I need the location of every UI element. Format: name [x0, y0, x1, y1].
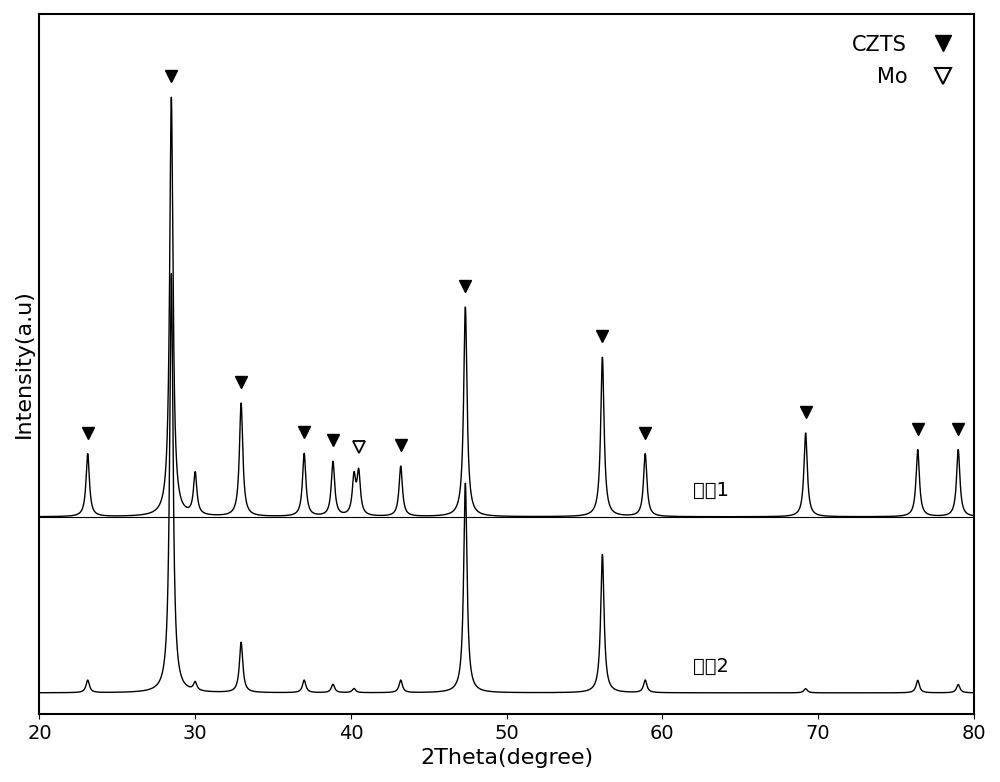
- X-axis label: 2Theta(degree): 2Theta(degree): [420, 748, 593, 768]
- Legend: CZTS, Mo: CZTS, Mo: [842, 24, 963, 98]
- Y-axis label: Intensity(a.u): Intensity(a.u): [14, 289, 34, 438]
- Text: 实兢2: 实兢2: [693, 657, 729, 676]
- Text: 实兢1: 实兢1: [693, 481, 729, 500]
